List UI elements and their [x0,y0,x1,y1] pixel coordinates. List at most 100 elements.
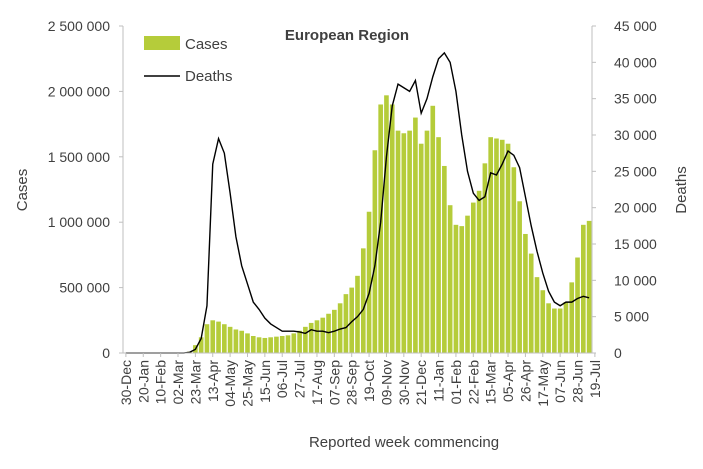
cases-bar [442,165,447,353]
deaths-line [125,51,590,354]
cases-bar [274,336,279,353]
cases-bar [557,308,563,353]
cases-bar [395,130,401,353]
x-tick-label: 15-Jun [257,360,273,403]
cases-bar [343,294,349,353]
left-tick-label: 1 000 000 [48,214,110,230]
x-tick-label: 04-May [222,360,238,407]
right-tick-label: 20 000 [614,200,657,216]
cases-bar [239,330,245,353]
cases-bar [308,322,314,353]
cases-bar [291,333,297,353]
cases-bar [459,226,465,353]
right-tick-label: 10 000 [614,272,657,288]
cases-bar [494,138,499,353]
cases-bar [430,105,436,353]
cases-bar [314,320,320,353]
x-tick-label: 07-Jun [552,360,568,403]
cases-bar [262,337,268,353]
cases-bar [575,257,580,353]
cases-bar [418,143,424,353]
cases-bar [505,143,511,353]
cases-bar [227,326,233,353]
right-tick-label: 35 000 [614,91,657,107]
x-tick-label: 09-Nov [378,360,394,405]
cases-bar [268,337,273,353]
cases-bar [204,324,210,353]
cases-bar [285,335,291,353]
cases-bar [198,337,204,353]
cases-bar [552,308,557,353]
x-tick-label: 17-Aug [309,360,325,405]
cases-bar [360,248,366,353]
cases-bar [488,137,493,353]
x-tick-label: 19-Jul [587,360,603,398]
left-tick-label: 0 [102,345,110,361]
cases-bar [216,321,221,353]
x-tick-label: 28-Sep [344,360,360,405]
cases-bar [586,220,592,353]
cases-bar [499,139,505,353]
cases-bar [233,329,239,353]
y-axis-left-title: Cases [14,169,31,212]
cases-bar [407,130,412,353]
x-tick-label: 30-Dec [118,360,134,405]
cases-bar [453,224,459,353]
cases-bar [569,282,575,353]
cases-bar [245,333,250,353]
cases-bar [528,253,534,353]
x-tick-label: 07-Sep [326,360,342,405]
cases-bar [540,290,546,353]
x-tick-label: 26-Apr [517,360,533,402]
x-tick-label: 20-Jan [135,360,151,403]
cases-bar [436,137,441,353]
cases-bar [389,104,395,353]
x-axis-title: Reported week commencing [309,434,499,451]
x-tick-label: 22-Feb [465,360,481,405]
right-tick-label: 30 000 [614,127,657,143]
cases-bar [326,313,331,353]
x-tick-label: 21-Dec [413,360,429,405]
cases-bar [482,163,488,353]
cases-bar [523,233,528,353]
cases-bar [517,201,522,353]
left-tick-label: 2 000 000 [48,83,110,99]
x-tick-label: 27-Jul [292,360,308,398]
cases-bars [181,95,592,353]
legend-cases-label: Cases [185,36,228,53]
cases-bar [384,95,389,353]
chart-title: European Region [285,27,409,44]
left-tick-label: 500 000 [59,280,110,296]
y-axis-right-title: Deaths [673,166,690,214]
cases-bar [476,190,482,353]
cases-bar [250,336,256,353]
left-tick-label: 2 500 000 [48,18,110,34]
cases-bar [337,303,343,353]
cases-bar [470,202,476,353]
cases-bar [297,330,302,353]
cases-bar [534,277,540,353]
right-y-ticks: 0 5 000 10 000 15 000 20 000 25 000 30 000 35 0… [592,18,657,361]
right-tick-label: 40 000 [614,54,657,70]
x-tick-label: 25-May [239,360,255,407]
x-tick-label: 23-Mar [187,360,203,405]
cases-bar [546,303,551,353]
cases-bar [366,211,372,353]
cases-bar [210,320,216,353]
cases-bar [511,167,517,353]
cases-bar [563,301,569,353]
cases-bar [372,150,378,353]
x-tick-label: 15-Mar [483,360,499,405]
cases-bar [303,326,308,353]
right-tick-label: 15 000 [614,236,657,252]
x-ticks: 30-Dec 20-Jan 10-Feb 02-Mar 23-Mar 13-Apr 04-M… [118,353,603,407]
x-tick-label: 17-May [535,360,551,407]
right-tick-label: 0 [614,345,622,361]
cases-bar [447,205,453,353]
right-tick-label: 45 000 [614,18,657,34]
right-tick-label: 5 000 [614,309,649,325]
x-tick-label: 13-Apr [205,360,221,402]
cases-bar [320,317,326,353]
cases-bar [413,117,418,353]
